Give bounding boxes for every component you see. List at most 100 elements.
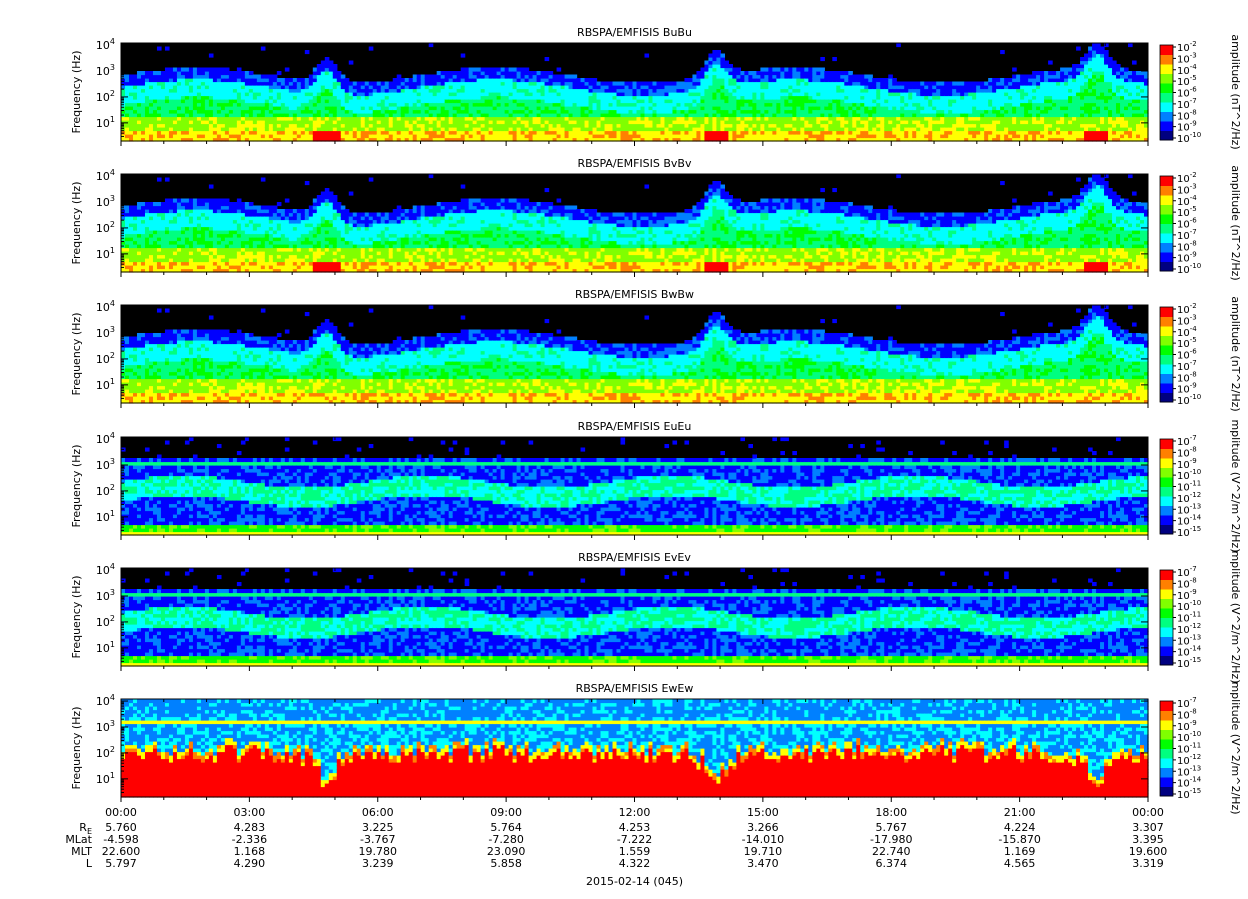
spectrogram-cell [205, 96, 210, 100]
spectrogram-cell [784, 124, 789, 128]
spectrogram-cell [844, 110, 849, 114]
spectrogram-cell [1076, 47, 1081, 51]
spectrogram-cell [812, 78, 817, 82]
spectrogram-cell [952, 113, 957, 117]
spectrogram-cell [764, 82, 769, 86]
spectrogram-cell [1028, 110, 1033, 114]
spectrogram-cell [405, 89, 410, 93]
spectrogram-cell [549, 85, 554, 89]
spectrogram-cell [285, 127, 290, 131]
spectrogram-cell [173, 99, 178, 103]
spectrogram-cell [664, 92, 669, 96]
spectrogram-cell [880, 106, 885, 110]
spectrogram-cell [225, 134, 230, 138]
spectrogram-cell [776, 78, 781, 82]
spectrogram-cell [964, 117, 969, 121]
spectrogram-cell [1096, 120, 1101, 124]
spectrogram-cell [1044, 120, 1049, 124]
spectrogram-cell [644, 127, 649, 131]
spectrogram-cell [393, 117, 398, 121]
spectrogram-cell [633, 134, 638, 138]
spectrogram-cell [936, 106, 941, 110]
spectrogram-cell [569, 134, 574, 138]
spectrogram-cell [149, 78, 154, 82]
spectrogram-cell [812, 117, 817, 121]
spectrogram-cell [1028, 106, 1033, 110]
spectrogram-cell [804, 131, 809, 135]
spectrogram-cell [864, 117, 869, 121]
spectrogram-cell [305, 96, 310, 100]
spectrogram-cell [1052, 96, 1057, 100]
spectrogram-cell [417, 106, 422, 110]
spectrogram-cell [361, 82, 366, 86]
spectrogram-cell [1032, 124, 1037, 128]
spectrogram-cell [549, 71, 554, 75]
spectrogram-cell [325, 57, 330, 61]
spectrogram-cell [988, 89, 993, 93]
spectrogram-cell [269, 103, 274, 107]
spectrogram-cell [824, 99, 829, 103]
spectrogram-cell [1004, 110, 1009, 114]
spectrogram-cell [820, 127, 825, 131]
spectrogram-cell [209, 127, 214, 131]
spectrogram-cell [225, 92, 230, 96]
spectrogram-cell [561, 78, 566, 82]
spectrogram-cell [317, 106, 322, 110]
spectrogram-cell [908, 124, 913, 128]
spectrogram-cell [485, 127, 490, 131]
spectrogram-cell [133, 120, 138, 124]
spectrogram-cell [1060, 68, 1065, 72]
spectrogram-cell [201, 68, 206, 72]
spectrogram-cell [856, 131, 861, 135]
spectrogram-cell [473, 131, 478, 135]
spectrogram-cell [541, 120, 546, 124]
spectrogram-cell [617, 131, 622, 135]
spectrogram-cell [181, 127, 186, 131]
spectrogram-cell [716, 68, 721, 72]
spectrogram-cell [856, 127, 861, 131]
spectrogram-cell [565, 96, 570, 100]
spectrogram-cell [928, 110, 933, 114]
spectrogram-cell [700, 127, 705, 131]
spectrogram-cell [253, 89, 258, 93]
spectrogram-cell [621, 92, 626, 96]
spectrogram-cell [565, 131, 570, 135]
spectrogram-cell [197, 124, 202, 128]
spectrogram-cell [533, 82, 538, 86]
spectrogram-cell [273, 134, 278, 138]
spectrogram-cell [133, 110, 138, 114]
spectrogram-cell [469, 106, 474, 110]
spectrogram-cell [489, 124, 494, 128]
spectrogram-cell [884, 127, 889, 131]
spectrogram-cell [621, 99, 626, 103]
spectrogram-cell [1084, 64, 1089, 68]
spectrogram-cell [613, 89, 618, 93]
spectrogram-cell [517, 75, 522, 79]
spectrogram-cell [473, 117, 478, 121]
spectrogram-cell [133, 113, 138, 117]
spectrogram-cell [581, 96, 586, 100]
spectrogram-cell [928, 92, 933, 96]
spectrogram-cell [149, 106, 154, 110]
spectrogram-cell [429, 99, 434, 103]
spectrogram-cell [920, 99, 925, 103]
spectrogram-cell [988, 106, 993, 110]
spectrogram-cell [904, 103, 909, 107]
spectrogram-cell [293, 131, 298, 135]
spectrogram-cell [676, 127, 681, 131]
spectrogram-cell [273, 124, 278, 128]
spectrogram-cell [413, 78, 418, 82]
spectrogram-cell [1088, 68, 1093, 72]
spectrogram-cell [744, 127, 749, 131]
spectrogram-cell [269, 75, 274, 79]
spectrogram-cell [625, 85, 630, 89]
spectrogram-cell [1084, 78, 1089, 82]
spectrogram-cell [680, 127, 685, 131]
spectrogram-cell [820, 82, 825, 86]
spectrogram-cell [848, 120, 853, 124]
spectrogram-cell [521, 106, 526, 110]
spectrogram-cell [816, 134, 821, 138]
spectrogram-cell [996, 131, 1001, 135]
spectrogram-cell [417, 120, 422, 124]
spectrogram-cell [880, 127, 885, 131]
